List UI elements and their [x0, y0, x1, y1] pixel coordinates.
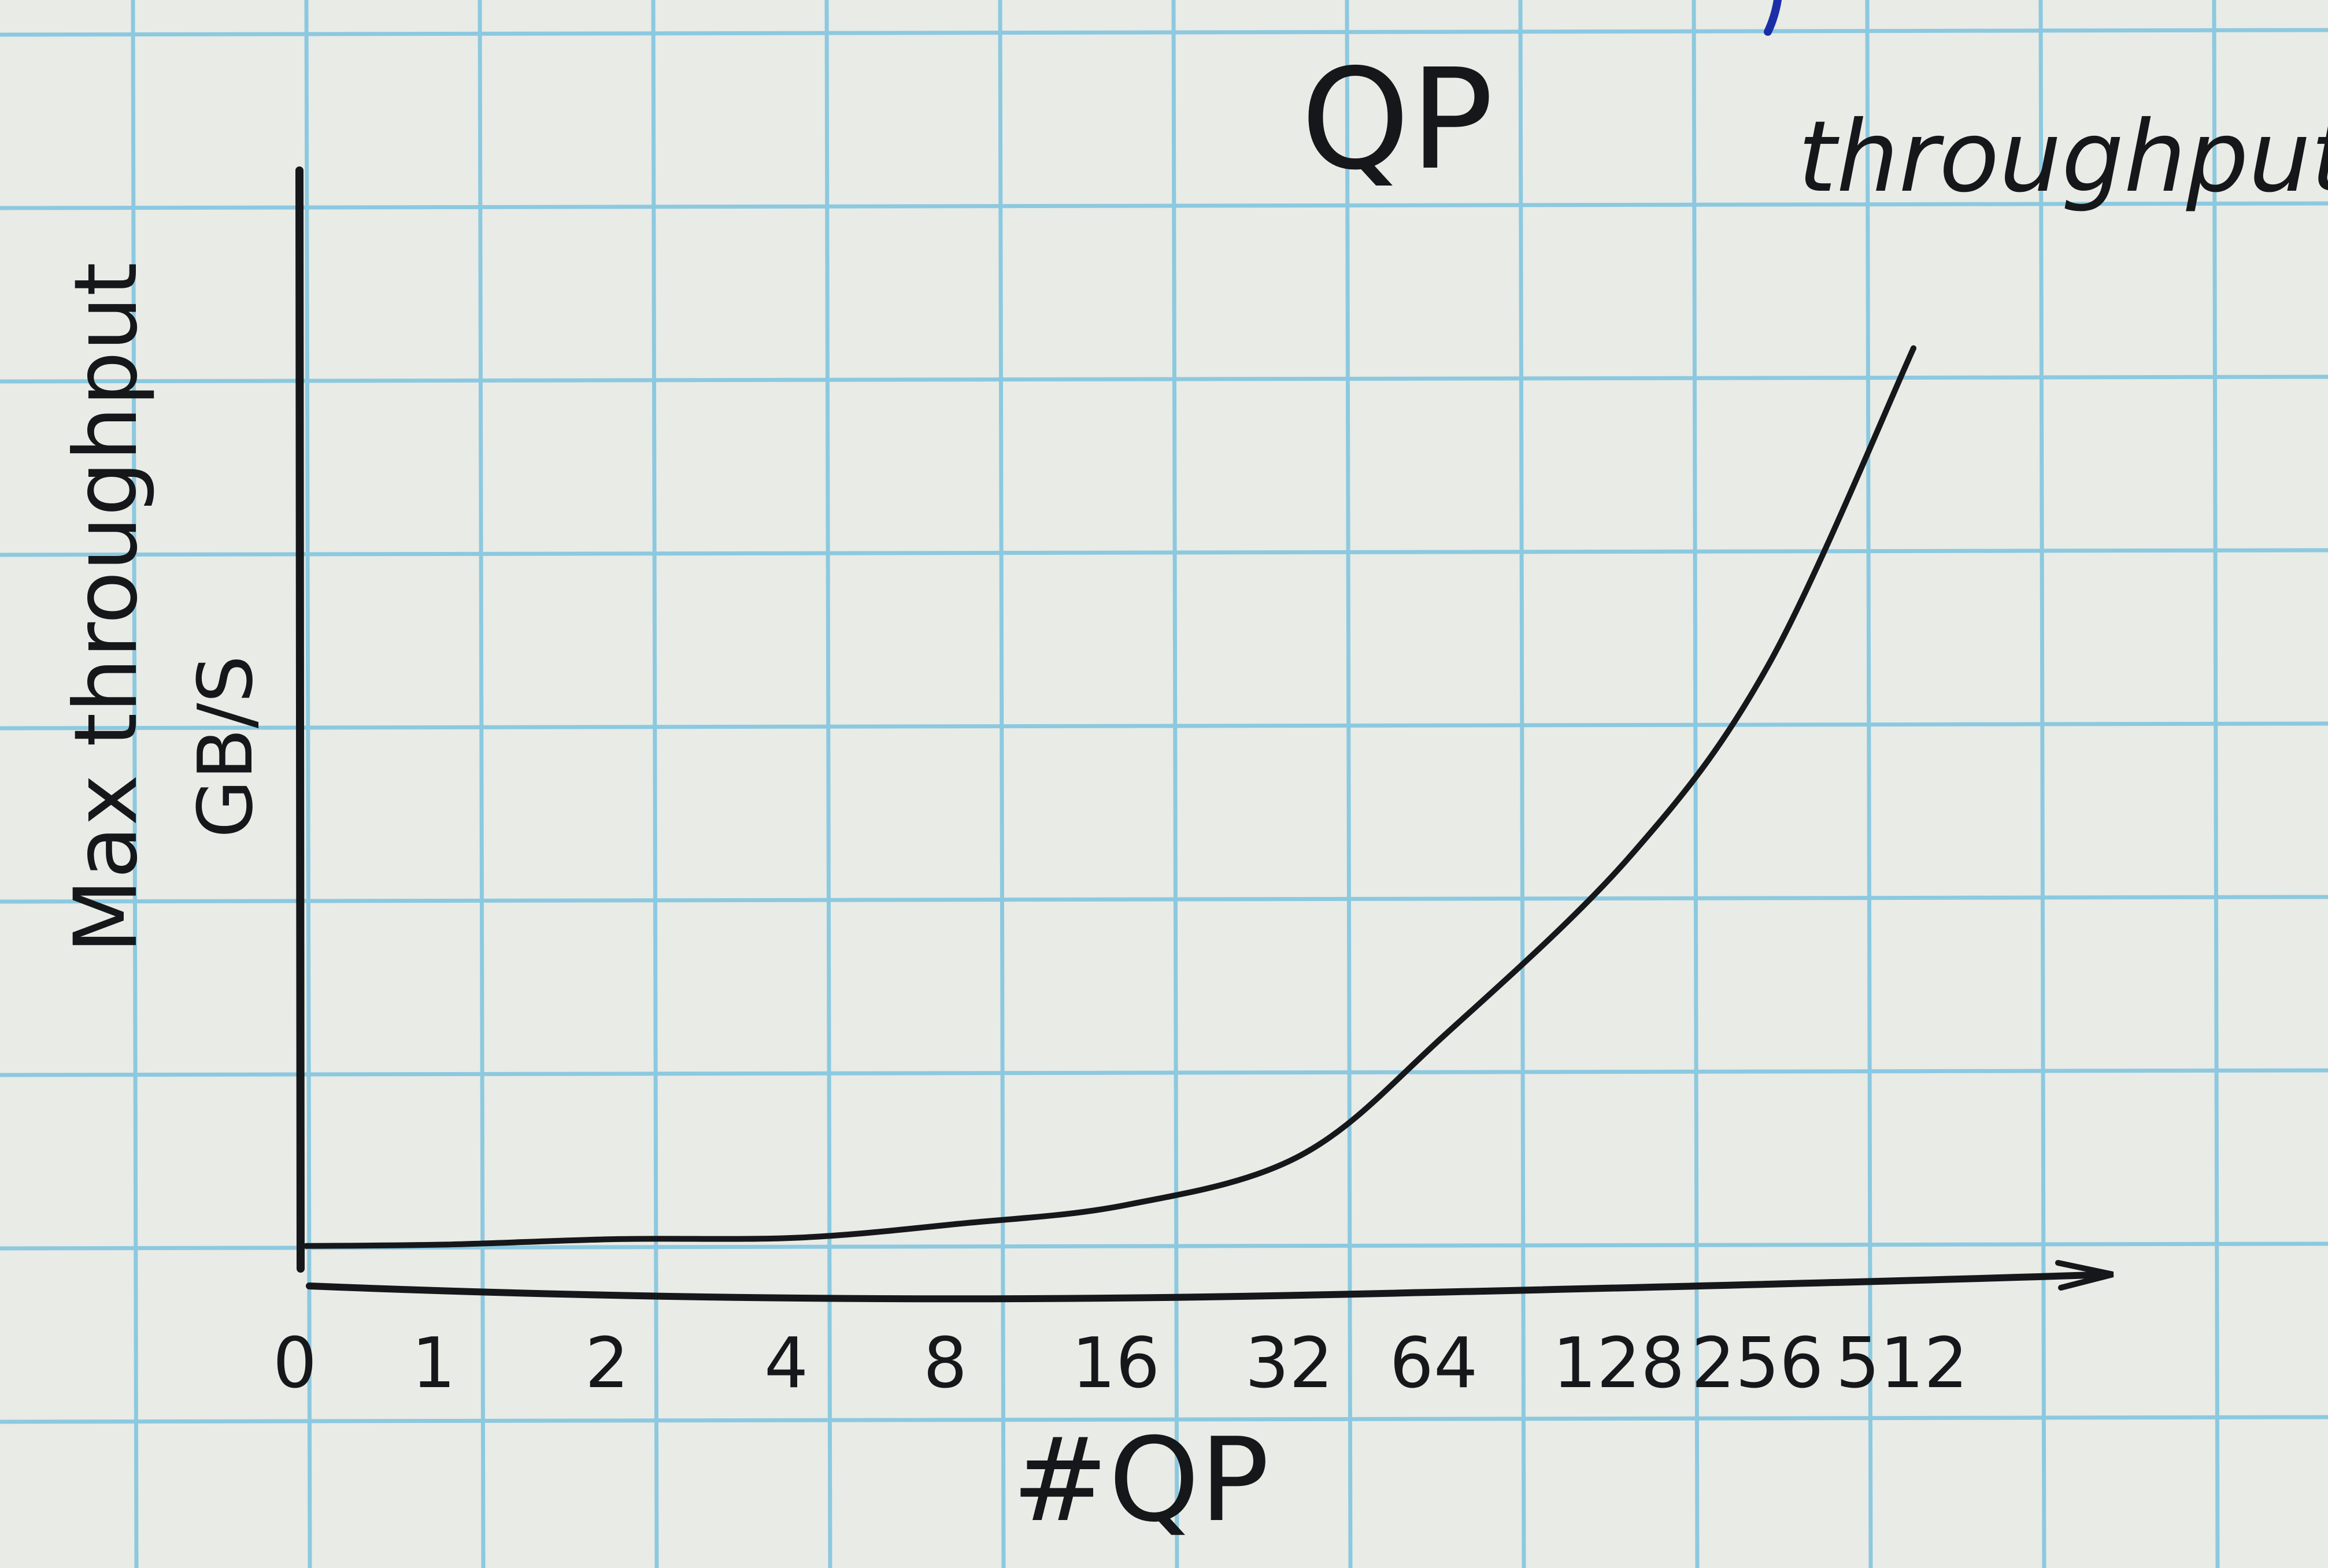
x-tick-label: 512 [1835, 1324, 1968, 1404]
grid-line-vertical [2212, 0, 2220, 1568]
data-point [616, 1236, 621, 1242]
x-tick-labels: 0 1 2 4 8 16 32 64 128 256 512 [273, 1324, 1968, 1404]
x-tick-label: 2 [585, 1324, 629, 1404]
grid-line-horizontal [0, 895, 2328, 904]
grid-line-horizontal [0, 375, 2328, 384]
data-point [954, 1221, 960, 1227]
grid-line-vertical [1692, 0, 1700, 1568]
pen-mark [1764, 0, 1782, 36]
series-throughput [304, 345, 1916, 1249]
data-point [304, 1243, 309, 1249]
x-tick-label: 32 [1245, 1324, 1334, 1404]
grid-line-vertical [824, 0, 832, 1568]
data-point [1911, 345, 1916, 351]
x-tick-label: 128 [1552, 1324, 1685, 1404]
x-tick-label: 0 [273, 1324, 317, 1404]
grid-line-vertical [998, 0, 1006, 1568]
grid-line-horizontal [0, 548, 2328, 557]
grid-line-vertical [2038, 0, 2046, 1568]
x-axis-label: #QP [1012, 1413, 1270, 1548]
series-label-throughput: throughput [1798, 100, 2328, 214]
x-axis [306, 1271, 2114, 1303]
x-tick-label: 16 [1072, 1324, 1160, 1404]
y-axis-unit: GB/S [182, 655, 269, 838]
data-point [1124, 1202, 1130, 1208]
x-tick-label: 8 [923, 1324, 967, 1404]
data-point [1442, 1032, 1448, 1037]
grid-line-vertical [304, 0, 312, 1568]
data-point [1298, 1152, 1304, 1158]
grid-line-vertical [131, 0, 139, 1568]
y-axis-label-group: Max throughput GB/S [56, 262, 269, 954]
grid-line-vertical [478, 0, 486, 1568]
grid-line-vertical [1171, 0, 1179, 1568]
grid-line-vertical [1345, 0, 1353, 1568]
grid-line-vertical [651, 0, 659, 1568]
grid-line-vertical [1518, 0, 1526, 1568]
grid-line-horizontal [0, 28, 2328, 37]
x-tick-label: 64 [1390, 1324, 1478, 1404]
grid-line-horizontal [0, 201, 2328, 210]
grid-line-vertical [1865, 0, 1873, 1568]
x-axis-arrowhead [2055, 1260, 2114, 1291]
series-line-throughput [304, 345, 1916, 1249]
y-axis [295, 166, 305, 1273]
data-point [442, 1241, 448, 1248]
data-point [1627, 853, 1633, 859]
x-tick-label: 4 [764, 1324, 808, 1404]
x-tick-label: 1 [412, 1324, 456, 1404]
chart-title: QP [1301, 39, 1494, 201]
data-point [1766, 661, 1772, 667]
data-point [795, 1235, 801, 1241]
grid-line-horizontal [0, 1068, 2328, 1077]
x-tick-label: 256 [1691, 1324, 1823, 1404]
grid-line-horizontal [0, 721, 2328, 731]
grid-line-horizontal [0, 1415, 2328, 1424]
y-axis-label: Max throughput [56, 262, 157, 954]
